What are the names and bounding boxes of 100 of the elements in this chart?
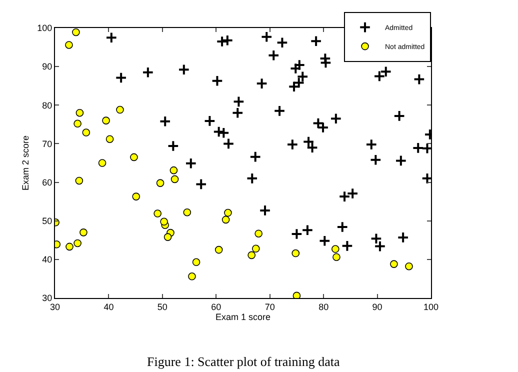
point: [160, 218, 168, 226]
x-tick-label: 30: [50, 302, 60, 312]
x-tick-label: 50: [157, 302, 168, 312]
point: [413, 73, 426, 86]
point: [185, 157, 197, 170]
point: [310, 35, 322, 48]
point: [222, 216, 230, 224]
y-tick-label: 80: [42, 100, 52, 110]
point: [336, 221, 348, 233]
point: [254, 230, 262, 238]
point: [259, 204, 271, 216]
x-tick-label: 60: [211, 302, 222, 312]
point: [292, 292, 301, 298]
point: [395, 154, 407, 167]
point: [290, 228, 303, 240]
caption: Figure 1: Scatter plot of training data: [147, 354, 340, 369]
point: [98, 159, 106, 167]
point: [132, 192, 140, 200]
point: [412, 142, 424, 154]
point: [393, 110, 406, 122]
point: [130, 153, 138, 162]
point: [232, 96, 245, 108]
point: [268, 49, 280, 62]
point: [380, 66, 392, 78]
x-tick-label: 90: [372, 302, 382, 312]
y-tick-label: 100: [37, 23, 52, 34]
point: [142, 66, 154, 78]
point: [397, 232, 409, 244]
point: [76, 108, 84, 117]
y-tick-label: 40: [42, 254, 52, 265]
y-tick-label: 50: [42, 216, 52, 226]
point: [116, 106, 124, 114]
point: [318, 235, 331, 247]
y-tick-label: 30: [42, 293, 52, 304]
point: [170, 166, 178, 174]
point: [222, 138, 234, 150]
point: [274, 105, 286, 117]
point: [224, 208, 232, 217]
point: [286, 138, 298, 150]
point: [156, 179, 164, 187]
point: [188, 272, 196, 280]
point: [365, 138, 378, 150]
y-axis-title: Exam 2 score: [20, 135, 31, 191]
point: [102, 116, 110, 124]
x-tick-label: 40: [104, 302, 114, 312]
point: [106, 135, 114, 143]
point: [192, 258, 200, 266]
point: [75, 176, 84, 185]
point: [167, 140, 180, 152]
point: [330, 112, 342, 125]
point: [66, 242, 74, 251]
point: [72, 28, 80, 36]
y-tick-label: 90: [42, 62, 52, 72]
point: [106, 32, 118, 44]
x-tick-label: 70: [264, 302, 275, 312]
point: [341, 240, 354, 252]
point: [80, 228, 88, 236]
point: [74, 239, 82, 248]
point: [214, 246, 223, 254]
point: [292, 249, 300, 258]
point: [211, 74, 224, 87]
y-tick-label: 70: [42, 138, 52, 149]
point: [405, 262, 413, 270]
point: [390, 260, 398, 268]
point: [154, 210, 162, 218]
point: [260, 30, 273, 43]
x-tick-label: 100: [423, 302, 439, 312]
point: [195, 178, 207, 190]
x-axis-title: Exam 1 score: [215, 312, 271, 322]
point: [256, 78, 268, 90]
point: [302, 224, 314, 236]
point: [74, 120, 82, 128]
point: [232, 106, 244, 119]
point: [288, 80, 300, 93]
point: [248, 251, 256, 260]
point: [338, 190, 350, 202]
point: [331, 245, 340, 253]
point: [204, 115, 216, 127]
point: [374, 70, 386, 82]
point: [292, 76, 305, 89]
point: [252, 244, 260, 253]
point: [183, 208, 192, 216]
point: [178, 64, 190, 76]
point: [170, 175, 179, 184]
point: [115, 72, 127, 84]
point: [222, 34, 234, 46]
point: [65, 41, 73, 49]
point: [332, 253, 340, 262]
point: [249, 150, 262, 163]
point: [159, 115, 172, 128]
point: [82, 128, 90, 136]
point: [370, 154, 382, 166]
point: [346, 188, 358, 200]
y-tick-label: 60: [42, 177, 52, 188]
point: [276, 36, 288, 49]
point: [216, 36, 228, 48]
x-tick-label: 80: [318, 302, 329, 312]
point: [246, 172, 258, 184]
point: [294, 59, 306, 71]
point: [164, 233, 172, 241]
